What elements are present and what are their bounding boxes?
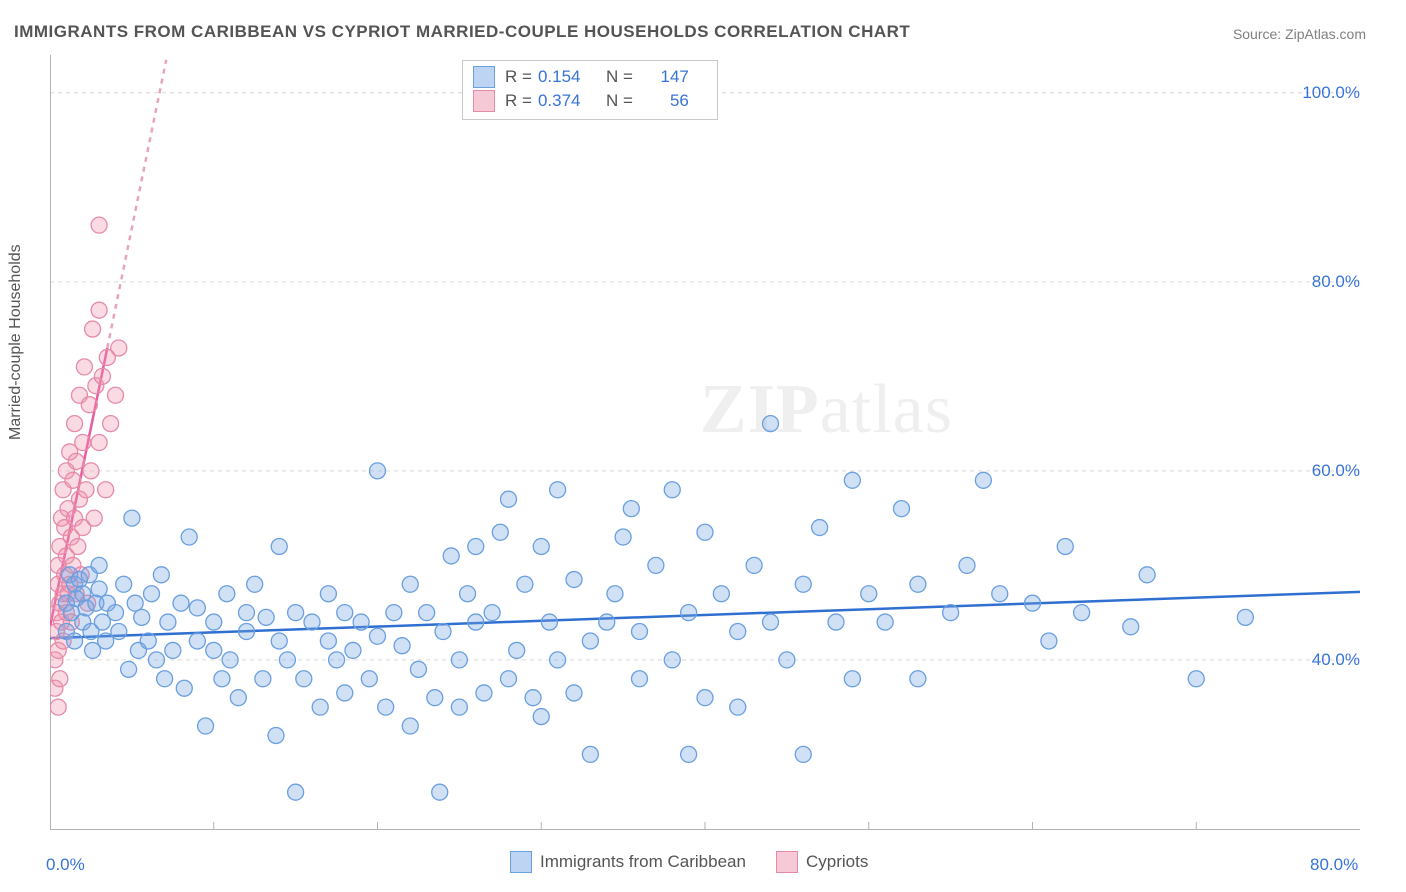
n-value-2: 56 [639, 91, 689, 111]
r-value-2: 0.374 [538, 91, 588, 111]
y-tick-label: 40.0% [1312, 650, 1360, 670]
n-label-2: N = [606, 91, 633, 111]
legend-label-series1: Immigrants from Caribbean [540, 852, 746, 872]
legend-swatch-series2 [776, 851, 798, 873]
y-axis-label: Married-couple Households [7, 244, 25, 440]
r-value-1: 0.154 [538, 67, 588, 87]
legend-label-series2: Cypriots [806, 852, 868, 872]
x-tick-label: 0.0% [46, 855, 85, 875]
stats-row-series1: R = 0.154 N = 147 [473, 65, 707, 89]
scatter-plot [50, 55, 1360, 830]
y-tick-label: 80.0% [1312, 272, 1360, 292]
stats-row-series2: R = 0.374 N = 56 [473, 89, 707, 113]
source-link[interactable]: ZipAtlas.com [1285, 26, 1366, 42]
legend-bottom: Immigrants from Caribbean Cypriots [510, 851, 898, 873]
y-tick-label: 60.0% [1312, 461, 1360, 481]
chart-title: IMMIGRANTS FROM CARIBBEAN VS CYPRIOT MAR… [14, 22, 910, 42]
chart-container: IMMIGRANTS FROM CARIBBEAN VS CYPRIOT MAR… [0, 0, 1406, 892]
x-tick-label: 80.0% [1310, 855, 1358, 875]
swatch-series2 [473, 90, 495, 112]
swatch-series1 [473, 66, 495, 88]
n-value-1: 147 [639, 67, 689, 87]
source-attribution: Source: ZipAtlas.com [1233, 26, 1366, 42]
correlation-stats-box: R = 0.154 N = 147 R = 0.374 N = 56 [462, 60, 718, 120]
source-label: Source: [1233, 26, 1285, 42]
y-tick-label: 100.0% [1302, 83, 1360, 103]
r-label-2: R = [505, 91, 532, 111]
r-label-1: R = [505, 67, 532, 87]
legend-swatch-series1 [510, 851, 532, 873]
n-label-1: N = [606, 67, 633, 87]
